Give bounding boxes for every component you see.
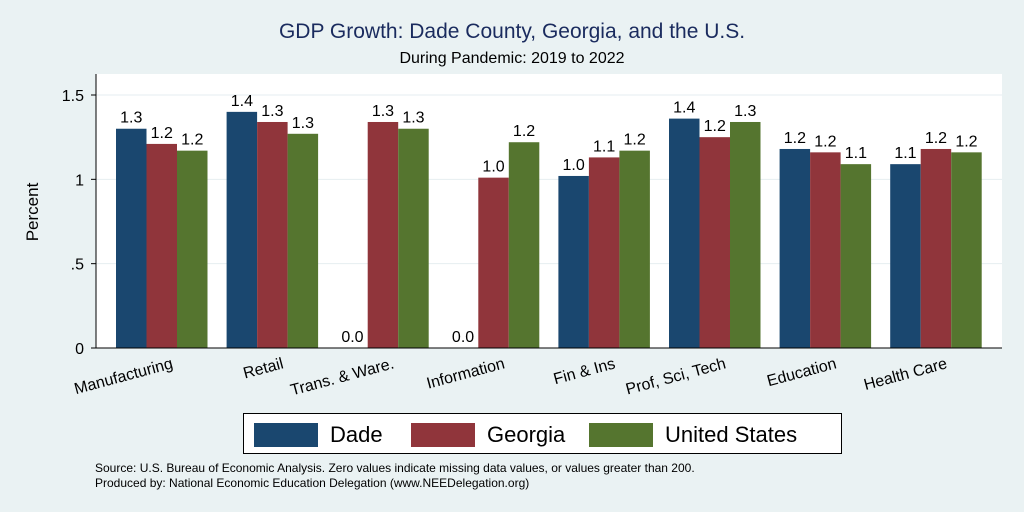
y-tick-label: 0: [75, 341, 84, 358]
data-label: 1.1: [845, 145, 867, 162]
bar-georgia: [699, 137, 730, 348]
chart-title: GDP Growth: Dade County, Georgia, and th…: [278, 20, 746, 43]
data-label: 1.3: [120, 110, 142, 127]
x-tick-label: Health Care: [862, 355, 949, 394]
bar-united-states: [398, 128, 429, 348]
x-tick-label: Trans. & Ware.: [289, 355, 396, 399]
data-label: 1.3: [292, 115, 314, 132]
bar-dade: [116, 128, 147, 348]
data-label: 1.2: [814, 133, 836, 150]
x-tick-label: Prof, Sci, Tech: [624, 355, 728, 398]
bar-georgia: [588, 157, 620, 348]
bar-united-states: [508, 142, 540, 348]
bar-united-states: [840, 164, 872, 348]
data-label: 1.3: [734, 103, 756, 120]
data-label: 1.2: [151, 125, 173, 142]
data-label: 1.0: [563, 157, 585, 174]
legend-swatch: [589, 423, 653, 447]
bar-georgia: [478, 177, 509, 348]
data-label: 1.0: [482, 159, 504, 176]
bar-dade: [558, 175, 589, 348]
data-label: 1.3: [402, 110, 424, 127]
legend-item-united-states: United States: [589, 422, 797, 448]
legend-item-georgia: Georgia: [411, 422, 565, 448]
legend-swatch: [411, 423, 475, 447]
bar-georgia: [367, 121, 399, 348]
data-label: 0.0: [452, 329, 474, 346]
bar-united-states: [619, 150, 650, 348]
bar-united-states: [730, 121, 761, 348]
data-label: 1.2: [513, 123, 535, 140]
y-tick-label: .5: [71, 257, 84, 274]
x-tick-label: Education: [765, 355, 838, 390]
data-label: 0.0: [341, 329, 363, 346]
chart-subtitle: During Pandemic: 2019 to 2022: [399, 50, 625, 67]
x-tick-label: Fin & Ins: [552, 355, 617, 388]
data-label: 1.2: [624, 132, 646, 149]
bar-georgia: [810, 152, 841, 348]
source-note: Source: U.S. Bureau of Economic Analysis…: [95, 461, 695, 491]
bar-united-states: [287, 133, 319, 348]
data-label: 1.2: [925, 130, 947, 147]
legend-label: Dade: [330, 422, 383, 447]
data-label: 1.2: [181, 132, 203, 149]
x-tick-label: Information: [425, 355, 507, 392]
bar-dade: [890, 164, 921, 348]
data-label: 1.1: [593, 138, 615, 155]
legend-label: Georgia: [487, 422, 566, 447]
bar-united-states: [177, 150, 208, 348]
data-label: 1.1: [894, 145, 916, 162]
bar-united-states: [951, 152, 982, 348]
x-tick-label: Retail: [241, 355, 285, 382]
data-label: 1.2: [955, 133, 977, 150]
chart-legend: Dade Georgia United States: [243, 413, 842, 454]
x-tick-label: Manufacturing: [72, 355, 174, 398]
bar-dade: [779, 148, 811, 348]
bar-chart: 1.3 1.2 1.2 1.4 1.3 1.3 0.0 1.3 1.3 0.0 1.0 1.2 1.0 1…: [23, 74, 1002, 399]
data-label: 1.3: [372, 103, 394, 120]
bar-georgia: [146, 143, 177, 348]
bar-georgia: [257, 121, 288, 348]
bar-dade: [226, 111, 258, 348]
legend-item-dade: Dade: [254, 422, 383, 448]
data-label: 1.2: [704, 118, 726, 135]
bar-georgia: [920, 148, 952, 348]
data-label: 1.3: [261, 103, 283, 120]
legend-label: United States: [665, 422, 798, 447]
producer-text: Produced by: National Economic Education…: [95, 476, 530, 490]
y-tick-label: 1.5: [62, 88, 84, 105]
source-text: Source: U.S. Bureau of Economic Analysis…: [95, 461, 695, 475]
y-axis-label: Percent: [23, 182, 42, 241]
y-tick-label: 1: [75, 172, 84, 189]
data-label: 1.4: [673, 100, 695, 117]
bar-dade: [669, 118, 700, 348]
data-label: 1.2: [784, 130, 806, 147]
legend-swatch: [254, 423, 318, 447]
data-label: 1.4: [231, 93, 253, 110]
